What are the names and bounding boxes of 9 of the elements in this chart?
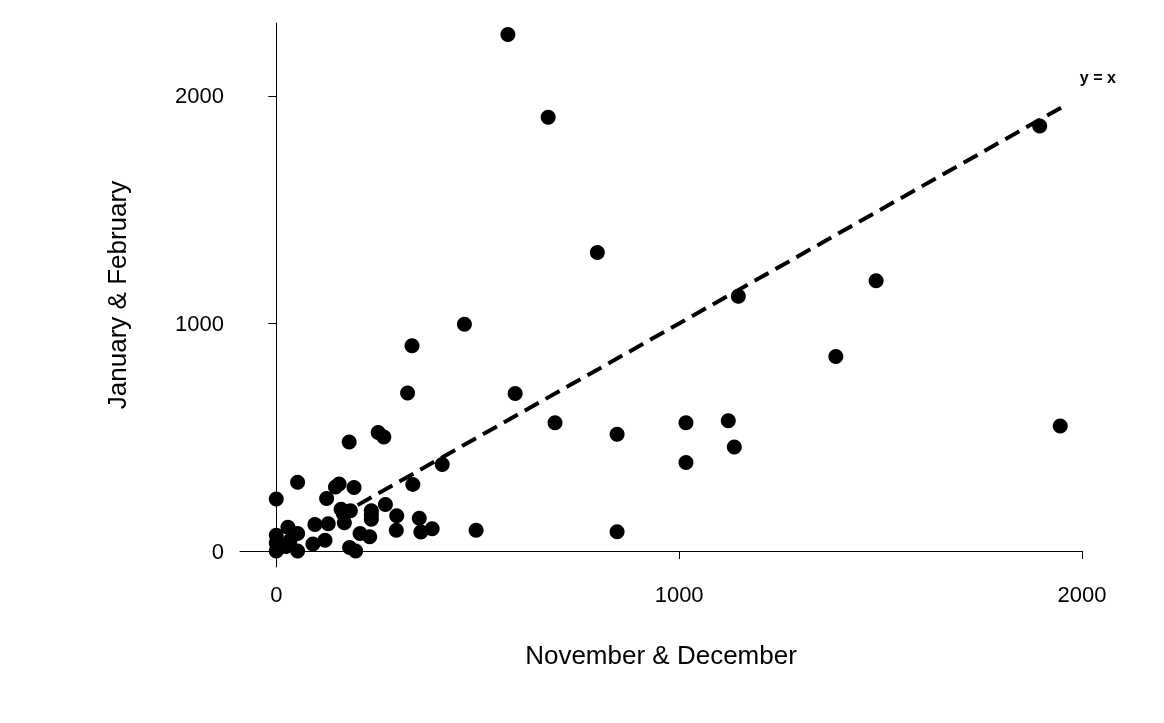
y-tick-label: 2000 [175,83,224,109]
y-tick-label: 0 [211,538,224,564]
x-tick-label: 2000 [1057,581,1107,607]
series-label: y = x [1079,68,1116,86]
y-tick-label: 1000 [175,310,224,336]
x-tick-label: 1000 [654,581,704,607]
x-axis-title: November & December [525,640,798,670]
x-tick-label: 0 [270,581,283,607]
y-axis-title: January & February [102,180,132,410]
